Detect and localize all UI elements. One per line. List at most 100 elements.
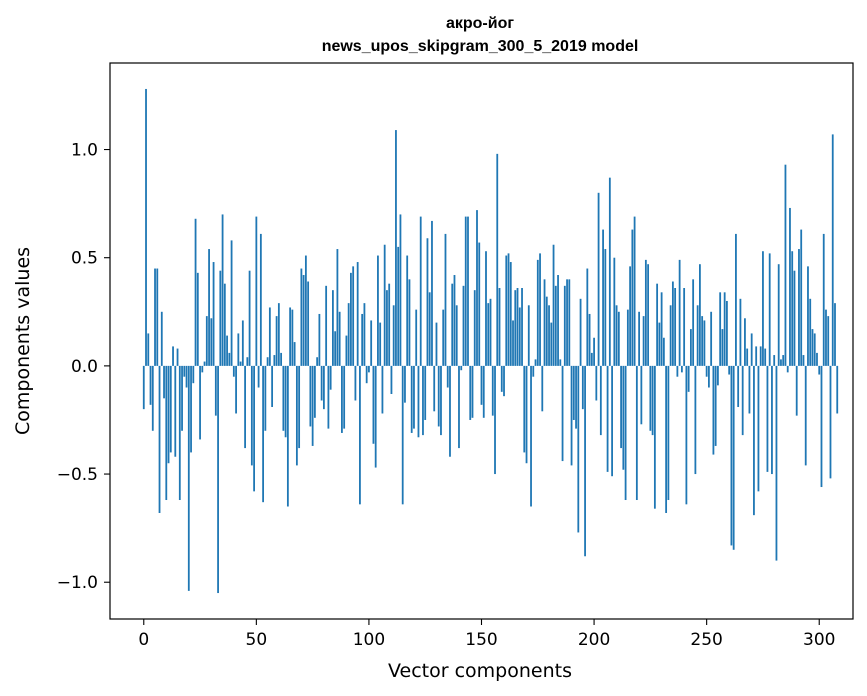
bar	[313, 365, 316, 418]
bar	[280, 352, 283, 366]
bar	[277, 303, 280, 366]
bar	[633, 216, 636, 366]
bar	[586, 268, 589, 366]
bar	[273, 355, 276, 366]
bar	[311, 365, 314, 446]
bar	[368, 365, 370, 373]
bar	[831, 134, 834, 366]
bar	[415, 309, 418, 366]
bar	[503, 365, 505, 397]
bar	[498, 288, 501, 366]
bar	[590, 352, 593, 366]
bar	[232, 365, 235, 377]
bar	[467, 216, 469, 366]
bar	[309, 365, 312, 427]
bar	[482, 365, 485, 418]
bar	[509, 262, 512, 366]
bar	[208, 249, 210, 366]
bar	[559, 359, 562, 366]
bar	[689, 329, 692, 366]
bar	[699, 264, 701, 366]
bar	[201, 365, 204, 373]
bar	[554, 285, 557, 366]
bar	[680, 365, 683, 373]
bar	[739, 298, 742, 366]
bar	[662, 337, 665, 366]
bar	[217, 365, 219, 594]
bar	[791, 251, 794, 366]
bar	[809, 298, 812, 366]
bar	[307, 281, 310, 366]
bar	[433, 365, 436, 412]
bar	[723, 292, 726, 366]
bar	[703, 320, 706, 366]
bar	[199, 365, 201, 440]
bar	[183, 365, 186, 377]
bar	[356, 262, 359, 366]
bar	[764, 348, 767, 366]
bar	[435, 322, 438, 366]
bar	[717, 365, 719, 386]
x-tick-label: 250	[690, 630, 722, 650]
bar	[595, 365, 598, 401]
bar	[181, 365, 183, 431]
bar	[541, 365, 544, 412]
bar	[732, 365, 735, 550]
y-tick-label: 0.5	[71, 249, 98, 269]
bar	[408, 279, 411, 366]
bar	[178, 365, 181, 501]
bar	[635, 365, 638, 501]
bar	[647, 264, 650, 366]
bar	[611, 365, 613, 477]
bar	[829, 365, 832, 479]
bar	[563, 285, 566, 366]
bar	[417, 365, 420, 438]
bar	[422, 365, 424, 436]
bar	[449, 365, 451, 457]
bar	[780, 359, 782, 366]
bar	[298, 365, 301, 449]
bar	[719, 292, 722, 366]
bar	[476, 210, 478, 366]
bar	[622, 365, 625, 470]
bar	[512, 320, 514, 366]
bar-series	[142, 88, 839, 594]
y-tick-label: −0.5	[57, 465, 98, 485]
bar	[568, 279, 571, 366]
bar	[620, 365, 622, 449]
bar	[800, 229, 803, 366]
bar	[593, 337, 595, 366]
bar	[744, 318, 746, 366]
bar	[320, 365, 323, 401]
bar	[566, 279, 568, 366]
bar	[818, 365, 821, 375]
bar	[523, 365, 526, 453]
bar	[588, 313, 591, 366]
bar	[653, 365, 656, 509]
bar	[286, 365, 289, 507]
x-tick-label: 300	[803, 630, 835, 650]
bar	[187, 365, 190, 591]
bar	[775, 365, 778, 561]
bar	[347, 303, 350, 366]
bar	[413, 365, 415, 429]
bar	[726, 300, 728, 366]
bar	[753, 365, 755, 516]
bar	[341, 365, 343, 433]
bar	[379, 322, 382, 366]
bar	[575, 365, 577, 429]
bar	[728, 365, 731, 375]
bar	[685, 365, 688, 505]
chart-title-line-2: news_upos_skipgram_300_5_2019 model	[322, 38, 639, 55]
bar	[158, 365, 161, 513]
bar	[190, 365, 192, 453]
x-tick-label: 100	[353, 630, 385, 650]
bar	[822, 233, 825, 366]
bar	[458, 365, 460, 449]
bar	[172, 346, 174, 366]
y-axis-ticks: −1.0 −0.5 0.0 0.5 1.0	[57, 141, 110, 593]
bar	[550, 322, 553, 366]
bar	[624, 365, 627, 501]
